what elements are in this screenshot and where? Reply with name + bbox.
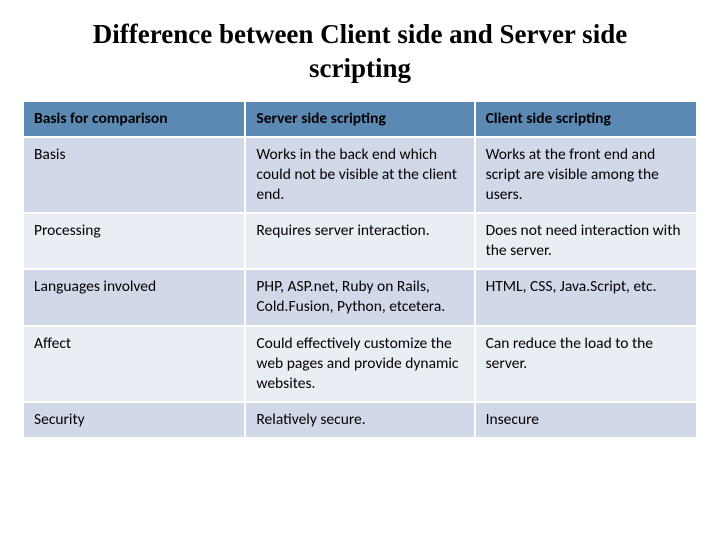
cell: Relatively secure.: [245, 402, 474, 438]
comparison-table: Basis for comparison Server side scripti…: [22, 100, 698, 440]
table-row: Affect Could effectively customize the w…: [23, 326, 697, 402]
cell: PHP, ASP.net, Ruby on Rails, Cold.Fusion…: [245, 269, 474, 325]
cell: Works in the back end which could not be…: [245, 137, 474, 213]
cell: Does not need interaction with the serve…: [475, 213, 697, 269]
table-header-row: Basis for comparison Server side scripti…: [23, 101, 697, 137]
cell: Can reduce the load to the server.: [475, 326, 697, 402]
page-title: Difference between Client side and Serve…: [62, 18, 658, 86]
cell: Affect: [23, 326, 245, 402]
cell: Insecure: [475, 402, 697, 438]
col-header-1: Server side scripting: [245, 101, 474, 137]
cell: Languages involved: [23, 269, 245, 325]
cell: Requires server interaction.: [245, 213, 474, 269]
cell: Security: [23, 402, 245, 438]
table-row: Languages involved PHP, ASP.net, Ruby on…: [23, 269, 697, 325]
col-header-2: Client side scripting: [475, 101, 697, 137]
col-header-0: Basis for comparison: [23, 101, 245, 137]
cell: Basis: [23, 137, 245, 213]
cell: Works at the front end and script are vi…: [475, 137, 697, 213]
cell: Could effectively customize the web page…: [245, 326, 474, 402]
table-row: Basis Works in the back end which could …: [23, 137, 697, 213]
cell: Processing: [23, 213, 245, 269]
table-row: Security Relatively secure. Insecure: [23, 402, 697, 438]
table-row: Processing Requires server interaction. …: [23, 213, 697, 269]
cell: HTML, CSS, Java.Script, etc.: [475, 269, 697, 325]
